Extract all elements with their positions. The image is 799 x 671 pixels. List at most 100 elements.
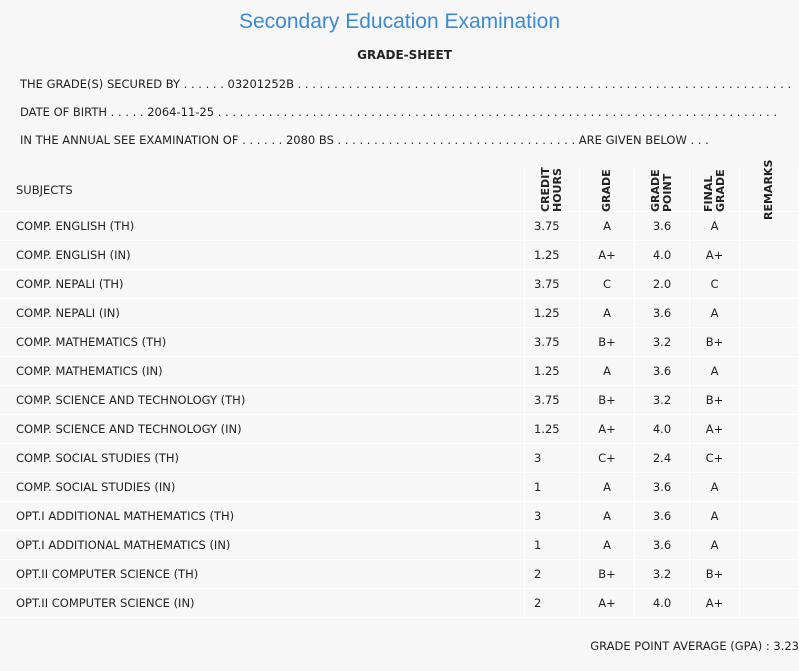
grade-cell [740, 531, 799, 560]
grade-cell: 4.0 [635, 415, 690, 444]
grade-cell: B+ [690, 328, 740, 357]
grade-cell: A [580, 502, 635, 531]
info-line: DATE OF BIRTH . . . . . 2064-11-25 . . .… [20, 105, 777, 119]
grade-cell: 3.75 [525, 386, 580, 415]
subject-cell: OPT.II COMPUTER SCIENCE (TH) [0, 560, 525, 589]
subject-cell: COMP. SOCIAL STUDIES (IN) [0, 473, 525, 502]
subject-cell: COMP. MATHEMATICS (TH) [0, 328, 525, 357]
subject-cell: COMP. ENGLISH (IN) [0, 241, 525, 270]
subject-cell: COMP. ENGLISH (TH) [0, 212, 525, 241]
grade-cell: A+ [690, 241, 740, 270]
subject-cell: OPT.I ADDITIONAL MATHEMATICS (TH) [0, 502, 525, 531]
subject-cell: COMP. SCIENCE AND TECHNOLOGY (TH) [0, 386, 525, 415]
grade-cell [740, 502, 799, 531]
subject-cell: COMP. MATHEMATICS (IN) [0, 357, 525, 386]
subject-cell: OPT.I ADDITIONAL MATHEMATICS (IN) [0, 531, 525, 560]
grade-cell: B+ [690, 386, 740, 415]
grade-cell: A [580, 212, 635, 241]
grade-cell [740, 299, 799, 328]
grade-cell: 2.4 [635, 444, 690, 473]
column-header: GRADE POINT [649, 168, 674, 212]
subject-cell: OPT.II COMPUTER SCIENCE (IN) [0, 589, 525, 618]
grade-cell: 3.2 [635, 560, 690, 589]
column-header: CREDIT HOURS [539, 166, 564, 212]
grade-cell: 1 [525, 531, 580, 560]
grade-cell: 3.75 [525, 212, 580, 241]
grade-cell [740, 473, 799, 502]
info-line: IN THE ANNUAL SEE EXAMINATION OF . . . .… [20, 133, 709, 147]
grade-cell: 3.6 [635, 299, 690, 328]
grade-cell: 3.6 [635, 473, 690, 502]
grade-cell: 1.25 [525, 241, 580, 270]
grade-cell: 2 [525, 560, 580, 589]
grade-cell: B+ [690, 560, 740, 589]
grade-cell: A [690, 502, 740, 531]
grade-cell: 1.25 [525, 415, 580, 444]
grade-cell: B+ [580, 560, 635, 589]
column-header: FINAL GRADE [701, 168, 727, 212]
grade-cell: A [690, 299, 740, 328]
gpa: GRADE POINT AVERAGE (GPA) : 3.23 [590, 639, 799, 653]
subject-cell: COMP. SOCIAL STUDIES (TH) [0, 444, 525, 473]
grade-cell: 4.0 [635, 589, 690, 618]
grade-cell: 3.75 [525, 328, 580, 357]
grade-cell [740, 212, 799, 241]
grade-cell: 2 [525, 589, 580, 618]
grade-cell: A+ [690, 589, 740, 618]
grade-cell: C [580, 270, 635, 299]
grade-cell: C+ [690, 444, 740, 473]
grade-cell: A+ [580, 415, 635, 444]
subtitle: GRADE-SHEET [357, 48, 452, 62]
grade-cell: A [690, 357, 740, 386]
grade-cell: C [690, 270, 740, 299]
grade-cell [740, 415, 799, 444]
header-cell: CREDIT HOURS [525, 166, 580, 212]
grade-cell: A+ [580, 241, 635, 270]
grade-cell: 1 [525, 473, 580, 502]
grade-cell: A [690, 531, 740, 560]
grade-cell: A [580, 299, 635, 328]
grade-cell: 3 [525, 502, 580, 531]
header-cell: GRADE POINT [635, 168, 690, 212]
grade-cell: 3.6 [635, 212, 690, 241]
grade-cell: 3.2 [635, 386, 690, 415]
grade-cell: 1.25 [525, 357, 580, 386]
title: Secondary Education Examination [238, 10, 561, 33]
grade-cell [740, 589, 799, 618]
grade-cell: 3.6 [635, 502, 690, 531]
grade-cell: A [690, 212, 740, 241]
grade-cell: 3.6 [635, 531, 690, 560]
grade-cell: 1.25 [525, 299, 580, 328]
grade-cell [740, 386, 799, 415]
grade-cell: A+ [690, 415, 740, 444]
grade-cell: A [690, 473, 740, 502]
grade-cell [740, 328, 799, 357]
header-cell: GRADE [580, 168, 635, 212]
grade-cell: 3.2 [635, 328, 690, 357]
grade-cell [740, 270, 799, 299]
grade-cell: 3 [525, 444, 580, 473]
grade-cell: A [580, 531, 635, 560]
grade-cell: 3.6 [635, 357, 690, 386]
header-cell: REMARKS [740, 160, 799, 220]
grade-cell [740, 560, 799, 589]
grade-cell [740, 444, 799, 473]
grade-cell: C+ [580, 444, 635, 473]
subject-cell: COMP. NEPALI (IN) [0, 299, 525, 328]
grade-cell: 3.75 [525, 270, 580, 299]
grade-cell [740, 357, 799, 386]
grade-cell: A [580, 357, 635, 386]
header-cell: FINAL GRADE [690, 168, 740, 212]
column-header: GRADE [600, 168, 613, 212]
grade-cell: B+ [580, 328, 635, 357]
grade-cell: 4.0 [635, 241, 690, 270]
grade-cell: A [580, 473, 635, 502]
header-cell: SUBJECTS [0, 168, 525, 212]
grade-cell: 2.0 [635, 270, 690, 299]
subject-cell: COMP. SCIENCE AND TECHNOLOGY (IN) [0, 415, 525, 444]
info-line: THE GRADE(S) SECURED BY . . . . . . 0320… [20, 77, 790, 91]
grade-cell [740, 241, 799, 270]
subject-cell: COMP. NEPALI (TH) [0, 270, 525, 299]
grade-cell: B+ [580, 386, 635, 415]
